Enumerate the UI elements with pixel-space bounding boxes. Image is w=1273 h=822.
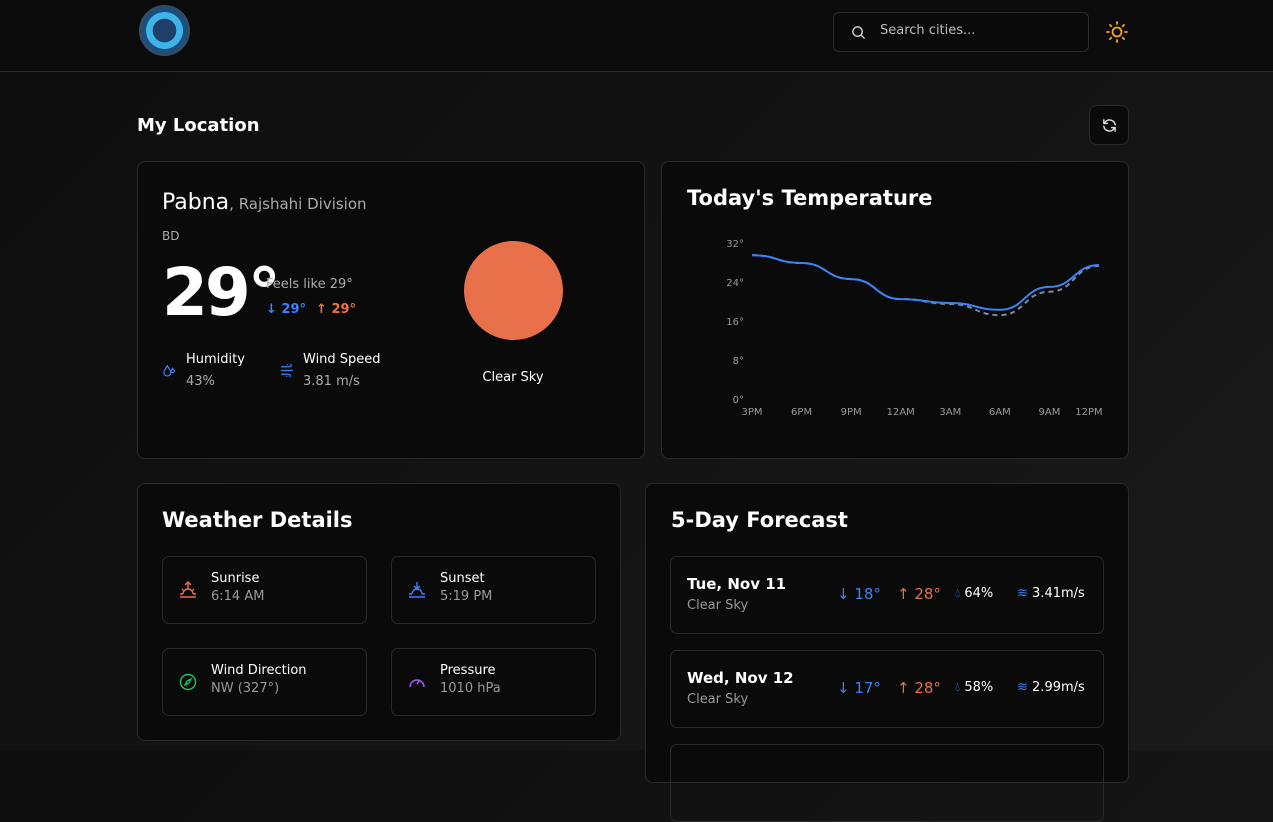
x-tick-label: 6AM [989, 407, 1011, 418]
wind-direction-value: NW (327°) [211, 681, 280, 696]
sunrise-value: 6:14 AM [211, 589, 265, 604]
pressure-tile: Pressure 1010 hPa [391, 648, 596, 716]
x-tick-label: 3PM [741, 407, 762, 418]
search-box[interactable] [833, 12, 1089, 52]
section-title: My Location [137, 115, 260, 136]
arrow-up-icon: ↑ [316, 302, 332, 317]
forecast-wind: 2.99m/s [1032, 680, 1085, 695]
forecast-max: 28° [914, 679, 941, 697]
forecast-date: Tue, Nov 11 [687, 575, 787, 593]
series-line-feels-like [751, 254, 1100, 317]
forecast-humidity: 58% [964, 680, 994, 695]
y-tick-label: 0° [733, 395, 744, 406]
humidity-icon: 💧︎ [955, 680, 961, 695]
forecast-date: Wed, Nov 12 [687, 669, 794, 687]
current-temp: 29° [162, 254, 281, 331]
x-tick-label: 12AM [887, 407, 915, 418]
forecast-row[interactable]: Wed, Nov 12 Clear Sky ↓ 17° ↑ 28° 💧︎ 58%… [670, 650, 1104, 728]
theme-toggle-sun-icon[interactable] [1105, 20, 1129, 44]
forecast-condition: Clear Sky [687, 692, 749, 707]
forecast-min: 17° [854, 679, 881, 697]
wind-value: 3.81 m/s [303, 374, 360, 389]
forecast-condition: Clear Sky [687, 598, 749, 613]
region-name: , Rajshahi Division [229, 195, 367, 213]
pressure-label: Pressure [440, 663, 496, 678]
wind-icon: ≋ [1017, 680, 1028, 695]
sunrise-label: Sunrise [211, 571, 260, 586]
header [0, 0, 1273, 72]
chart-title: Today's Temperature [687, 186, 933, 210]
wind-label: Wind Speed [303, 352, 381, 367]
details-title: Weather Details [162, 508, 353, 532]
gauge-icon [409, 679, 425, 688]
sunrise-icon [180, 581, 196, 598]
x-tick-label: 12PM [1075, 407, 1102, 418]
compass-icon [179, 673, 197, 691]
y-tick-label: 16° [726, 317, 744, 328]
max-temp: 29° [331, 302, 357, 317]
wind-icon: ≋ [1017, 586, 1028, 601]
forecast-wind: 3.41m/s [1032, 586, 1085, 601]
forecast-min: 18° [854, 585, 881, 603]
x-tick-label: 6PM [791, 407, 812, 418]
humidity-icon: 💧︎ [955, 586, 961, 601]
humidity-label: Humidity [186, 352, 245, 367]
current-weather-card: Pabna, Rajshahi Division BD 29° Feels li… [137, 161, 645, 459]
forecast-max: 28° [914, 585, 941, 603]
city-name: Pabna [162, 190, 230, 215]
y-tick-label: 24° [726, 278, 744, 289]
wind-icon [281, 364, 294, 377]
search-icon [852, 26, 866, 40]
app-logo[interactable] [139, 5, 190, 56]
weather-details-card: Weather Details Sunrise 6:14 AM Sunset 5:1… [137, 483, 621, 741]
sunrise-tile: Sunrise 6:14 AM [162, 556, 367, 624]
sunset-icon [409, 582, 425, 598]
temperature-chart-card: Today's Temperature 0° 8° 16° 24° 32° 3PM 6PM 9… [661, 161, 1129, 459]
temperature-chart: 0° 8° 16° 24° 32° 3PM 6PM 9PM 12AM 3AM 6AM 9AM 12PM [726, 239, 1102, 418]
clear-sky-sun-icon [464, 241, 563, 340]
pressure-value: 1010 hPa [440, 681, 501, 696]
min-temp: 29° [281, 302, 307, 317]
sunset-value: 5:19 PM [440, 589, 493, 604]
forecast-row[interactable]: Tue, Nov 11 Clear Sky ↓ 18° ↑ 28° 💧︎ 64%… [670, 556, 1104, 634]
search-input[interactable] [880, 23, 1080, 38]
sunset-label: Sunset [440, 571, 485, 586]
country-code: BD [162, 229, 180, 243]
arrow-down-icon: ↓ [266, 302, 282, 317]
y-tick-label: 32° [726, 239, 744, 250]
forecast-title: 5-Day Forecast [671, 508, 848, 532]
humidity-icon [163, 364, 175, 377]
series-line-temperature [751, 254, 1100, 311]
feels-like: Feels like 29° [266, 277, 353, 292]
x-tick-label: 9PM [841, 407, 862, 418]
forecast-row[interactable] [670, 744, 1104, 822]
forecast-card: 5-Day Forecast Tue, Nov 11 Clear Sky ↓ 1… [645, 483, 1129, 822]
refresh-button[interactable] [1089, 105, 1129, 145]
x-tick-label: 3AM [939, 407, 961, 418]
refresh-icon [1103, 119, 1116, 132]
y-tick-label: 8° [733, 356, 744, 367]
condition: Clear Sky [482, 370, 544, 385]
wind-direction-label: Wind Direction [211, 663, 307, 678]
x-tick-label: 9AM [1039, 407, 1061, 418]
humidity-value: 43% [186, 374, 215, 389]
forecast-humidity: 64% [964, 586, 994, 601]
sunset-tile: Sunset 5:19 PM [391, 556, 596, 624]
wind-direction-tile: Wind Direction NW (327°) [162, 648, 367, 716]
